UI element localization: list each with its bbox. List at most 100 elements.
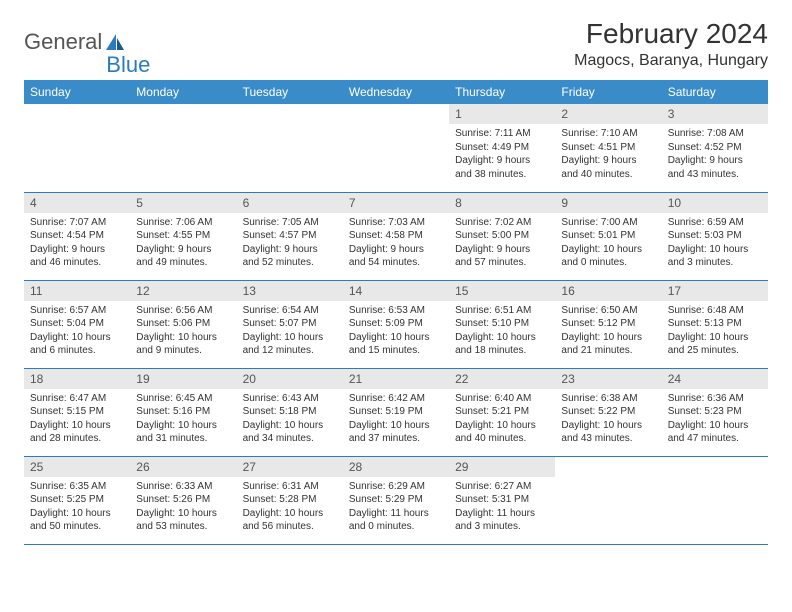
daylight-line1: Daylight: 10 hours bbox=[455, 331, 549, 345]
daylight-line1: Daylight: 11 hours bbox=[349, 507, 443, 521]
calendar-cell: 12Sunrise: 6:56 AMSunset: 5:06 PMDayligh… bbox=[130, 280, 236, 368]
day-data: Sunrise: 6:57 AMSunset: 5:04 PMDaylight:… bbox=[24, 301, 130, 361]
daylight-line1: Daylight: 10 hours bbox=[561, 243, 655, 257]
calendar-cell bbox=[24, 104, 130, 192]
sunset-text: Sunset: 5:15 PM bbox=[30, 405, 124, 419]
daylight-line2: and 21 minutes. bbox=[561, 344, 655, 358]
day-data: Sunrise: 7:02 AMSunset: 5:00 PMDaylight:… bbox=[449, 213, 555, 273]
col-sunday: Sunday bbox=[24, 80, 130, 104]
daylight-line2: and 46 minutes. bbox=[30, 256, 124, 270]
day-data: Sunrise: 6:31 AMSunset: 5:28 PMDaylight:… bbox=[237, 477, 343, 537]
calendar-cell: 29Sunrise: 6:27 AMSunset: 5:31 PMDayligh… bbox=[449, 456, 555, 544]
daylight-line2: and 3 minutes. bbox=[668, 256, 762, 270]
calendar-cell: 17Sunrise: 6:48 AMSunset: 5:13 PMDayligh… bbox=[662, 280, 768, 368]
daylight-line1: Daylight: 9 hours bbox=[349, 243, 443, 257]
daylight-line2: and 0 minutes. bbox=[349, 520, 443, 534]
day-number: 22 bbox=[449, 369, 555, 389]
day-data: Sunrise: 7:07 AMSunset: 4:54 PMDaylight:… bbox=[24, 213, 130, 273]
sunrise-text: Sunrise: 7:10 AM bbox=[561, 127, 655, 141]
calendar-cell: 10Sunrise: 6:59 AMSunset: 5:03 PMDayligh… bbox=[662, 192, 768, 280]
calendar-cell: 24Sunrise: 6:36 AMSunset: 5:23 PMDayligh… bbox=[662, 368, 768, 456]
sunrise-text: Sunrise: 7:07 AM bbox=[30, 216, 124, 230]
sunset-text: Sunset: 4:58 PM bbox=[349, 229, 443, 243]
day-data: Sunrise: 6:48 AMSunset: 5:13 PMDaylight:… bbox=[662, 301, 768, 361]
day-data: Sunrise: 6:43 AMSunset: 5:18 PMDaylight:… bbox=[237, 389, 343, 449]
daylight-line1: Daylight: 9 hours bbox=[243, 243, 337, 257]
logo-sail-icon bbox=[104, 32, 126, 52]
calendar-cell: 6Sunrise: 7:05 AMSunset: 4:57 PMDaylight… bbox=[237, 192, 343, 280]
day-data: Sunrise: 7:08 AMSunset: 4:52 PMDaylight:… bbox=[662, 124, 768, 184]
day-number: 13 bbox=[237, 281, 343, 301]
sunset-text: Sunset: 5:09 PM bbox=[349, 317, 443, 331]
daylight-line1: Daylight: 10 hours bbox=[349, 419, 443, 433]
calendar-row: 4Sunrise: 7:07 AMSunset: 4:54 PMDaylight… bbox=[24, 192, 768, 280]
daylight-line1: Daylight: 10 hours bbox=[136, 419, 230, 433]
day-data: Sunrise: 6:45 AMSunset: 5:16 PMDaylight:… bbox=[130, 389, 236, 449]
daylight-line2: and 25 minutes. bbox=[668, 344, 762, 358]
day-data: Sunrise: 7:03 AMSunset: 4:58 PMDaylight:… bbox=[343, 213, 449, 273]
sunrise-text: Sunrise: 6:40 AM bbox=[455, 392, 549, 406]
sunset-text: Sunset: 5:10 PM bbox=[455, 317, 549, 331]
month-title: February 2024 bbox=[574, 18, 768, 50]
day-number: 29 bbox=[449, 457, 555, 477]
day-number: 25 bbox=[24, 457, 130, 477]
logo-word-general: General bbox=[24, 29, 102, 55]
daylight-line2: and 53 minutes. bbox=[136, 520, 230, 534]
daylight-line2: and 40 minutes. bbox=[561, 168, 655, 182]
sunset-text: Sunset: 5:04 PM bbox=[30, 317, 124, 331]
daylight-line1: Daylight: 11 hours bbox=[455, 507, 549, 521]
sunrise-text: Sunrise: 7:00 AM bbox=[561, 216, 655, 230]
day-number: 23 bbox=[555, 369, 661, 389]
sunset-text: Sunset: 5:26 PM bbox=[136, 493, 230, 507]
calendar-cell: 8Sunrise: 7:02 AMSunset: 5:00 PMDaylight… bbox=[449, 192, 555, 280]
col-thursday: Thursday bbox=[449, 80, 555, 104]
sunrise-text: Sunrise: 6:56 AM bbox=[136, 304, 230, 318]
daylight-line1: Daylight: 10 hours bbox=[349, 331, 443, 345]
header-row: Sunday Monday Tuesday Wednesday Thursday… bbox=[24, 80, 768, 104]
calendar-cell: 1Sunrise: 7:11 AMSunset: 4:49 PMDaylight… bbox=[449, 104, 555, 192]
sunrise-text: Sunrise: 7:03 AM bbox=[349, 216, 443, 230]
daylight-line2: and 3 minutes. bbox=[455, 520, 549, 534]
daylight-line1: Daylight: 9 hours bbox=[561, 154, 655, 168]
location: Magocs, Baranya, Hungary bbox=[574, 52, 768, 70]
sunrise-text: Sunrise: 6:42 AM bbox=[349, 392, 443, 406]
daylight-line2: and 54 minutes. bbox=[349, 256, 443, 270]
sunrise-text: Sunrise: 7:08 AM bbox=[668, 127, 762, 141]
day-number: 12 bbox=[130, 281, 236, 301]
day-data: Sunrise: 7:10 AMSunset: 4:51 PMDaylight:… bbox=[555, 124, 661, 184]
sunset-text: Sunset: 5:18 PM bbox=[243, 405, 337, 419]
day-data: Sunrise: 7:11 AMSunset: 4:49 PMDaylight:… bbox=[449, 124, 555, 184]
day-number: 5 bbox=[130, 193, 236, 213]
daylight-line2: and 57 minutes. bbox=[455, 256, 549, 270]
calendar-cell bbox=[555, 456, 661, 544]
col-friday: Friday bbox=[555, 80, 661, 104]
daylight-line1: Daylight: 10 hours bbox=[30, 419, 124, 433]
sunset-text: Sunset: 5:12 PM bbox=[561, 317, 655, 331]
sunrise-text: Sunrise: 7:11 AM bbox=[455, 127, 549, 141]
day-number: 26 bbox=[130, 457, 236, 477]
day-data: Sunrise: 6:56 AMSunset: 5:06 PMDaylight:… bbox=[130, 301, 236, 361]
day-data: Sunrise: 6:59 AMSunset: 5:03 PMDaylight:… bbox=[662, 213, 768, 273]
logo-word-blue: Blue bbox=[106, 52, 150, 78]
calendar-row: 25Sunrise: 6:35 AMSunset: 5:25 PMDayligh… bbox=[24, 456, 768, 544]
daylight-line2: and 15 minutes. bbox=[349, 344, 443, 358]
sunset-text: Sunset: 4:54 PM bbox=[30, 229, 124, 243]
calendar-cell bbox=[237, 104, 343, 192]
day-number: 4 bbox=[24, 193, 130, 213]
sunrise-text: Sunrise: 6:53 AM bbox=[349, 304, 443, 318]
day-number bbox=[662, 457, 768, 463]
daylight-line1: Daylight: 10 hours bbox=[561, 419, 655, 433]
sunset-text: Sunset: 5:22 PM bbox=[561, 405, 655, 419]
day-data: Sunrise: 6:53 AMSunset: 5:09 PMDaylight:… bbox=[343, 301, 449, 361]
calendar-cell: 23Sunrise: 6:38 AMSunset: 5:22 PMDayligh… bbox=[555, 368, 661, 456]
calendar-cell: 3Sunrise: 7:08 AMSunset: 4:52 PMDaylight… bbox=[662, 104, 768, 192]
sunrise-text: Sunrise: 6:31 AM bbox=[243, 480, 337, 494]
sunset-text: Sunset: 5:13 PM bbox=[668, 317, 762, 331]
day-number bbox=[343, 104, 449, 110]
calendar-cell: 25Sunrise: 6:35 AMSunset: 5:25 PMDayligh… bbox=[24, 456, 130, 544]
day-data: Sunrise: 7:06 AMSunset: 4:55 PMDaylight:… bbox=[130, 213, 236, 273]
day-number: 18 bbox=[24, 369, 130, 389]
day-number bbox=[555, 457, 661, 463]
calendar-cell: 14Sunrise: 6:53 AMSunset: 5:09 PMDayligh… bbox=[343, 280, 449, 368]
sunrise-text: Sunrise: 6:47 AM bbox=[30, 392, 124, 406]
